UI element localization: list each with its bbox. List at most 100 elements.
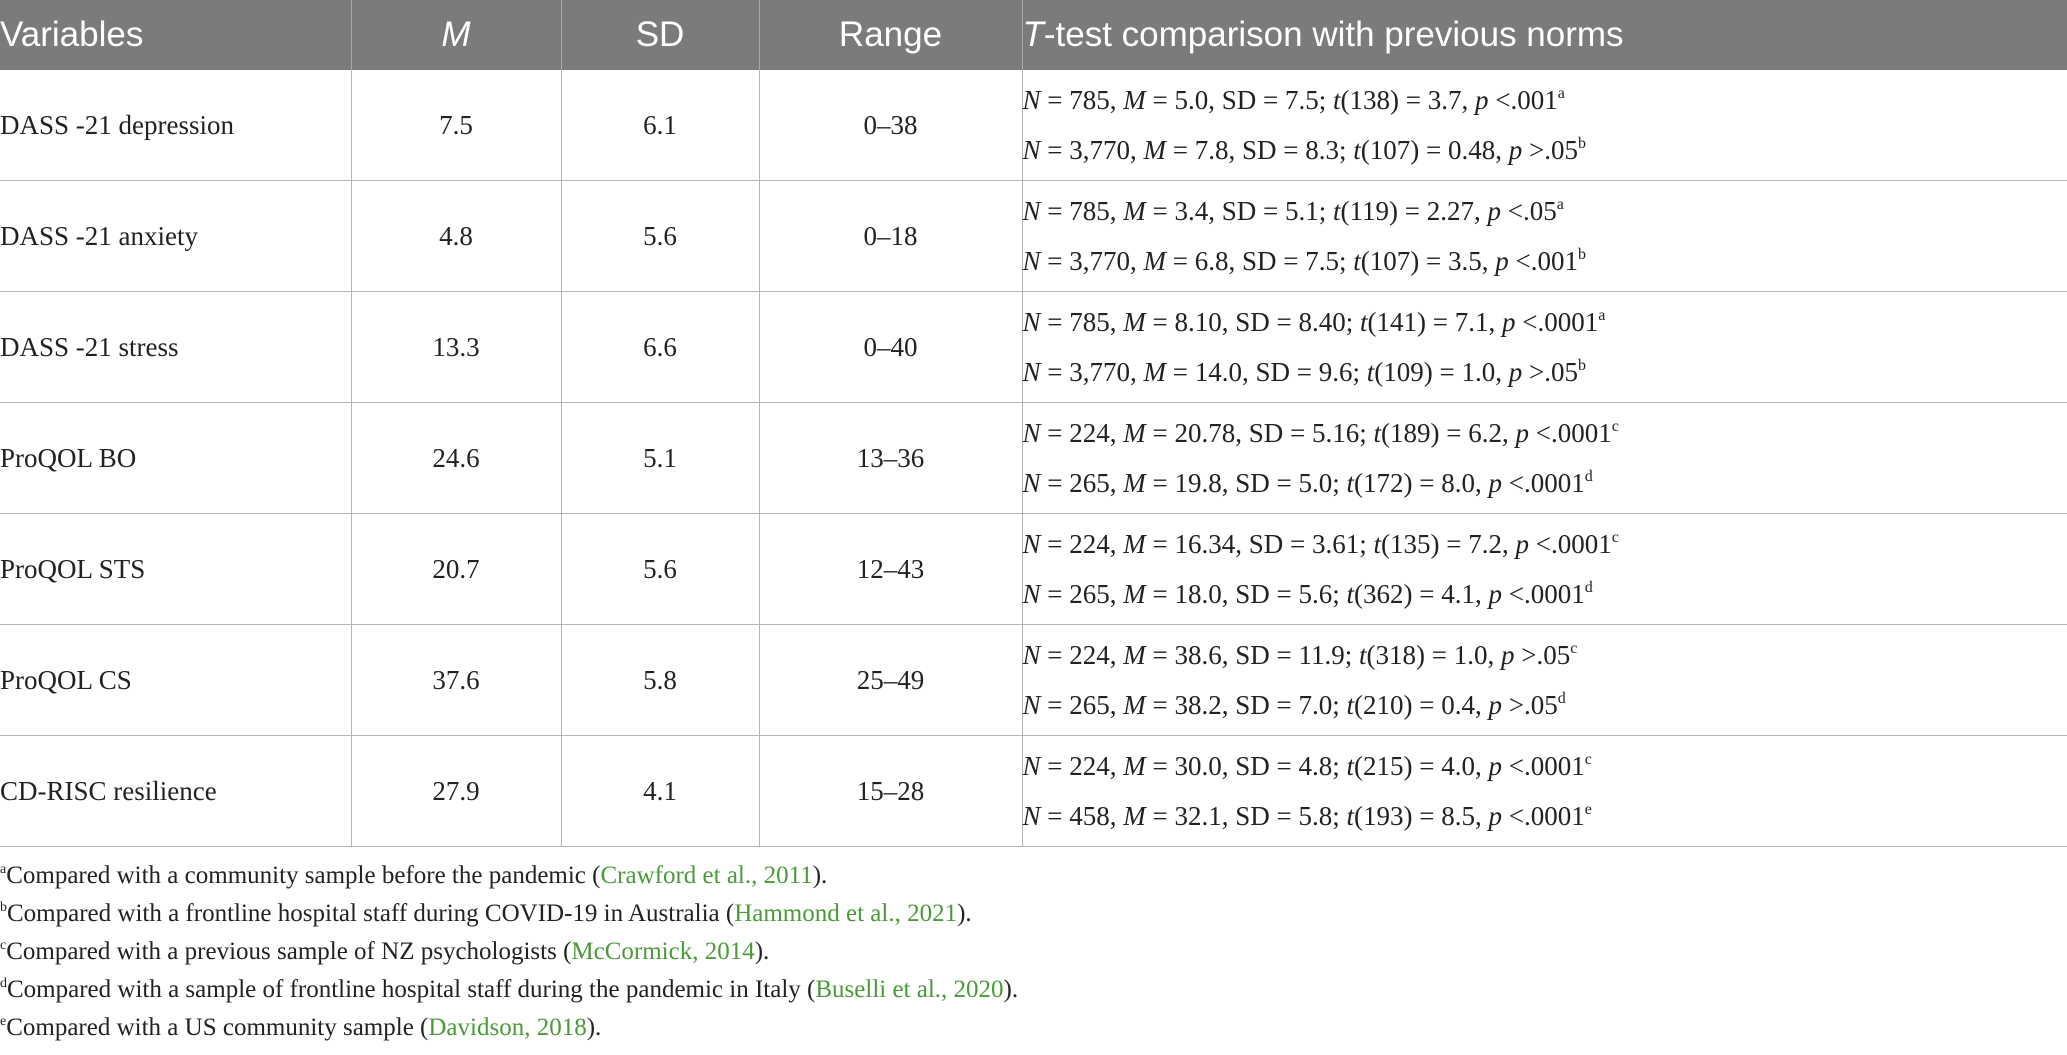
footnote-end: ). — [754, 938, 770, 965]
cell-variable: CD-RISC resilience — [0, 735, 352, 847]
p-value: <.0001 — [1522, 307, 1599, 337]
cell-variable: ProQOL STS — [0, 513, 352, 625]
n-symbol: N — [1022, 468, 1041, 498]
footnote-end: ). — [812, 862, 828, 889]
t-symbol: t — [1346, 751, 1355, 781]
t-value: 8.5 — [1441, 801, 1475, 831]
footnote-text: Compared with a community sample before … — [6, 862, 601, 889]
p-symbol: p — [1488, 801, 1502, 831]
footnote-marker: d — [1584, 468, 1593, 485]
p-value: <.001 — [1495, 85, 1558, 115]
m-symbol: M — [1123, 751, 1146, 781]
cell-variable: ProQOL BO — [0, 402, 352, 514]
t-value: 4.0 — [1441, 751, 1475, 781]
p-value: >.05 — [1528, 135, 1578, 165]
cell-range: 15–28 — [759, 735, 1023, 847]
m-symbol: M — [1123, 690, 1146, 720]
p-value: <.0001 — [1508, 579, 1585, 609]
cell-m: 4.8 — [351, 180, 562, 292]
footnote-marker: d — [1557, 690, 1566, 707]
footnote-letter: c — [0, 938, 7, 953]
t-value: 7.1 — [1454, 307, 1489, 337]
sd-value: 7.5 — [1284, 85, 1319, 115]
t-symbol: t — [1359, 640, 1367, 670]
comparison-line: N = 3,770, M = 14.0, SD = 9.6; t(109) = … — [1022, 357, 1586, 387]
comparison-line: N = 224, M = 16.34, SD = 3.61; t(135) = … — [1022, 529, 1619, 559]
header-row: Variables M SD Range T-test comparison w… — [0, 0, 2067, 70]
n-symbol: N — [1022, 529, 1041, 559]
header-comparison-italic: T — [1022, 15, 1044, 54]
n-symbol: N — [1022, 196, 1041, 226]
table-row: ProQOL BO 24.6 5.1 13–36 N = 224, M = 20.78,… — [0, 402, 2067, 514]
citation-link[interactable]: Crawford et al., 2011 — [600, 862, 813, 889]
m-value: 7.8 — [1194, 135, 1229, 165]
p-symbol: p — [1515, 418, 1529, 448]
t-symbol: t — [1353, 135, 1361, 165]
header-comparison: T-test comparison with previous norms — [1022, 0, 2067, 70]
n-symbol: N — [1022, 801, 1041, 831]
m-value: 20.78 — [1174, 418, 1236, 448]
p-symbol: p — [1488, 579, 1502, 609]
comparison-line: N = 224, M = 30.0, SD = 4.8; t(215) = 4.… — [1022, 751, 1592, 781]
comparison-line: N = 458, M = 32.1, SD = 5.8; t(193) = 8.… — [1022, 801, 1592, 831]
comparison-line: N = 224, M = 20.78, SD = 5.16; t(189) = … — [1022, 418, 1619, 448]
n-value: 224 — [1069, 529, 1110, 559]
p-value: <.0001 — [1508, 801, 1585, 831]
cell-variable: DASS -21 stress — [0, 291, 352, 403]
cell-variable: DASS -21 depression — [0, 70, 352, 181]
df-value: 362 — [1363, 579, 1404, 609]
citation-link[interactable]: McCormick, 2014 — [571, 938, 755, 965]
df-value: 135 — [1390, 529, 1431, 559]
header-sd: SD — [561, 0, 760, 70]
n-value: 224 — [1069, 418, 1110, 448]
df-value: 107 — [1369, 246, 1411, 276]
sd-value: 9.6 — [1318, 357, 1353, 387]
n-symbol: N — [1022, 751, 1041, 781]
m-symbol: M — [1123, 307, 1146, 337]
sd-value: 8.3 — [1305, 135, 1339, 165]
cell-comparison: N = 224, M = 30.0, SD = 4.8; t(215) = 4.… — [1022, 735, 2067, 847]
citation-link[interactable]: Davidson, 2018 — [428, 1014, 587, 1041]
n-value: 265 — [1069, 468, 1110, 498]
t-value: 2.27 — [1426, 196, 1474, 226]
p-symbol: p — [1474, 85, 1489, 115]
footnote-marker: a — [1557, 85, 1565, 102]
cell-m: 13.3 — [351, 291, 562, 403]
cell-comparison: N = 224, M = 16.34, SD = 3.61; t(135) = … — [1022, 513, 2067, 625]
p-symbol: p — [1508, 357, 1523, 387]
t-symbol: t — [1360, 307, 1368, 337]
n-symbol: N — [1022, 85, 1041, 115]
footnote: dCompared with a sample of frontline hos… — [0, 971, 2067, 1009]
cell-range: 0–38 — [759, 70, 1023, 181]
sd-value: 11.9 — [1298, 640, 1345, 670]
t-value: 6.2 — [1468, 418, 1502, 448]
m-symbol: M — [1123, 468, 1146, 498]
p-value: >.05 — [1528, 357, 1578, 387]
m-symbol: M — [1143, 135, 1167, 165]
cell-range: 0–18 — [759, 180, 1023, 292]
df-value: 107 — [1369, 135, 1411, 165]
footnote-text: Compared with a previous sample of NZ ps… — [6, 938, 572, 965]
t-value: 3.5 — [1447, 246, 1482, 276]
sd-value: 7.5 — [1305, 246, 1339, 276]
comparison-line: N = 265, M = 19.8, SD = 5.0; t(172) = 8.… — [1022, 468, 1593, 498]
t-symbol: t — [1346, 690, 1355, 720]
n-value: 3,770 — [1069, 135, 1130, 165]
header-m: M — [351, 0, 562, 70]
citation-link[interactable]: Buselli et al., 2020 — [815, 976, 1004, 1003]
n-value: 265 — [1069, 579, 1110, 609]
header-m-text: M — [441, 15, 471, 54]
cell-sd: 6.1 — [561, 70, 760, 181]
footnote-letter: a — [0, 862, 7, 877]
citation-link[interactable]: Hammond et al., 2021 — [734, 900, 958, 927]
table-row: DASS -21 depression 7.5 6.1 0–38 N = 785, M … — [0, 70, 2067, 181]
header-variables: Variables — [0, 0, 352, 70]
m-value: 14.0 — [1194, 357, 1242, 387]
cell-range: 12–43 — [759, 513, 1023, 625]
cell-sd: 5.8 — [561, 624, 760, 736]
t-value: 0.4 — [1441, 690, 1475, 720]
p-value: <.0001 — [1535, 418, 1612, 448]
table-row: ProQOL CS 37.6 5.8 25–49 N = 224, M = 38.6, … — [0, 624, 2067, 736]
footnote-marker: b — [1577, 246, 1586, 263]
n-symbol: N — [1022, 357, 1041, 387]
